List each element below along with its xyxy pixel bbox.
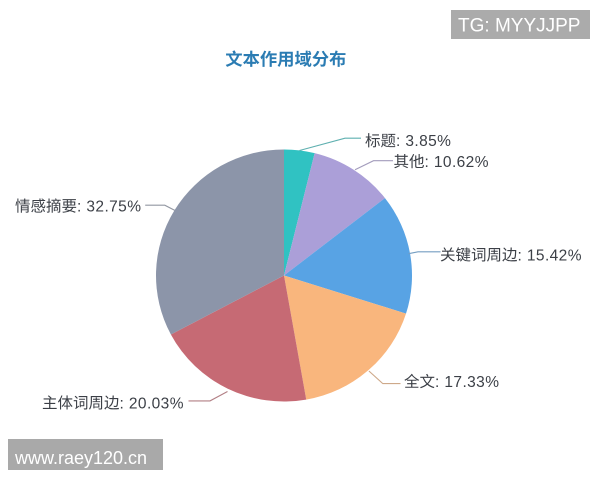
svg-text:: 20.03%: : 20.03% [120, 395, 184, 412]
svg-text:: 32.75%: : 32.75% [77, 199, 141, 216]
svg-text:: 15.42%: : 15.42% [518, 247, 582, 264]
svg-text:www.raey120.cn: www.raey120.cn [14, 448, 147, 468]
svg-text:: 3.85%: : 3.85% [396, 133, 451, 150]
svg-text:: 17.33%: : 17.33% [435, 374, 499, 391]
svg-text:: 10.62%: : 10.62% [425, 154, 489, 171]
svg-text:TG: MYYJJPP: TG: MYYJJPP [458, 16, 580, 37]
